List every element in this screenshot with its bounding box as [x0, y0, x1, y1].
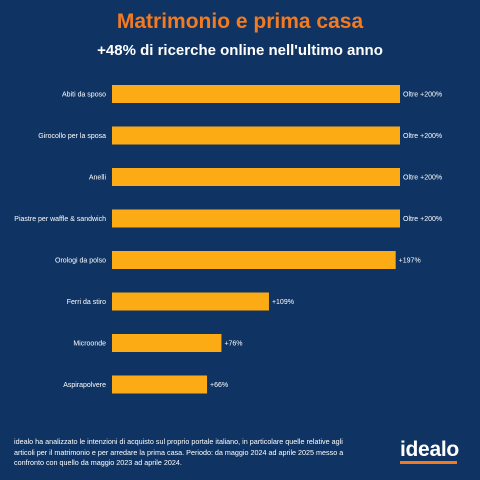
category-label: Abiti da sposo [62, 92, 106, 99]
category-label: Ferri da stiro [67, 299, 106, 306]
data-label: Oltre +200% [403, 92, 442, 99]
bar [112, 85, 400, 103]
data-label: +197% [399, 258, 421, 265]
category-label: Aspirapolvere [63, 382, 106, 389]
idealo-logo: idealo [400, 438, 459, 464]
data-label: Oltre +200% [403, 216, 442, 223]
data-label: +109% [272, 299, 294, 306]
footnote: idealo ha analizzato le intenzioni di ac… [14, 437, 344, 467]
bar-chart: Abiti da sposo Oltre +200% Girocollo per l… [14, 85, 442, 394]
category-label: Microonde [73, 341, 106, 348]
bar [112, 292, 269, 311]
bar [112, 251, 396, 269]
data-label: Oltre +200% [403, 175, 442, 182]
logo-underline [400, 461, 457, 464]
logo-text: idealo [400, 438, 459, 461]
bar [112, 375, 208, 394]
category-label: Girocollo per la sposa [38, 133, 106, 140]
chart-title: Matrimonio e prima casa [116, 10, 364, 33]
bar [112, 334, 222, 352]
chart-subtitle: +48% di ricerche online nell'ultimo anno [97, 42, 383, 59]
data-label: +76% [224, 341, 242, 348]
data-label: Oltre +200% [403, 133, 442, 140]
bar [112, 126, 400, 145]
category-label: Piastre per waffle & sandwich [14, 216, 106, 223]
category-label: Orologi da polso [55, 258, 106, 265]
category-label: Anelli [89, 175, 107, 182]
data-label: +66% [210, 382, 228, 389]
bar [112, 168, 400, 186]
bar [112, 209, 400, 228]
